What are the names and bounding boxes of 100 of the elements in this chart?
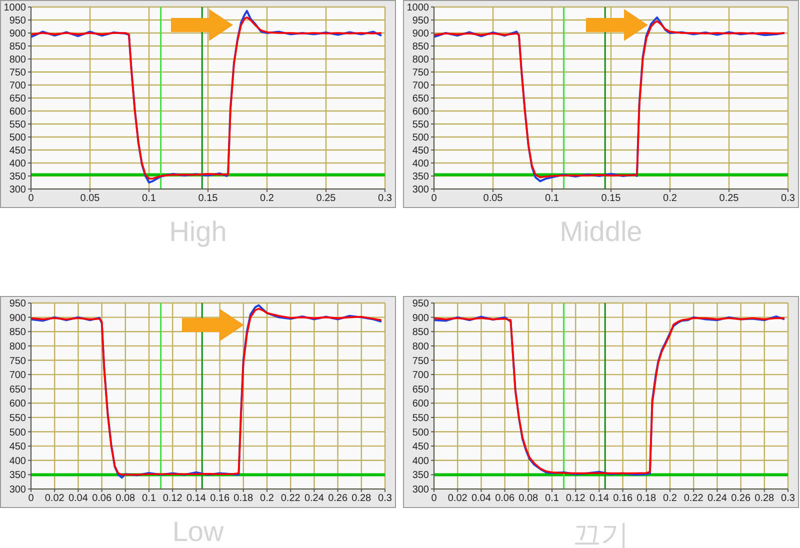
y-tick-label: 400 bbox=[412, 456, 430, 467]
x-tick-label: 0.22 bbox=[280, 493, 301, 504]
y-tick-label: 500 bbox=[9, 132, 26, 144]
y-tick-label: 550 bbox=[9, 413, 26, 424]
x-tick-label: 0.16 bbox=[613, 493, 633, 504]
x-tick-label: 0.15 bbox=[198, 193, 218, 204]
y-tick-label: 350 bbox=[412, 172, 430, 183]
x-tick-label: 0.02 bbox=[44, 493, 65, 504]
y-tick-label: 450 bbox=[9, 442, 26, 453]
x-tick-label: 0.12 bbox=[162, 493, 183, 504]
y-tick-label: 650 bbox=[9, 94, 26, 105]
x-tick-label: 0.25 bbox=[316, 193, 336, 204]
y-tick-label: 300 bbox=[9, 484, 26, 496]
x-tick-label: 0 bbox=[28, 493, 34, 504]
y-tick-label: 400 bbox=[9, 158, 26, 170]
x-tick-label: 0.2 bbox=[260, 193, 274, 204]
y-tick-label: 950 bbox=[412, 16, 430, 27]
y-tick-label: 550 bbox=[412, 120, 430, 131]
x-tick-label: 0.26 bbox=[328, 493, 348, 504]
x-tick-label: 0.28 bbox=[352, 493, 372, 504]
y-tick-label: 700 bbox=[9, 370, 26, 382]
x-tick-label: 0.18 bbox=[636, 493, 657, 504]
y-tick-label: 600 bbox=[9, 398, 26, 410]
x-tick-label: 0.08 bbox=[116, 493, 136, 504]
y-tick-label: 550 bbox=[412, 413, 430, 424]
x-tick-label: 0.3 bbox=[378, 193, 392, 204]
y-tick-label: 950 bbox=[9, 298, 26, 310]
y-tick-label: 350 bbox=[412, 470, 430, 482]
y-tick-label: 700 bbox=[9, 80, 26, 92]
x-tick-label: 0.05 bbox=[80, 193, 100, 204]
x-tick-label: 0.25 bbox=[719, 193, 740, 204]
y-tick-label: 950 bbox=[9, 16, 26, 27]
y-tick-label: 550 bbox=[9, 120, 26, 131]
y-tick-label: 750 bbox=[412, 356, 430, 367]
x-tick-label: 0.24 bbox=[304, 493, 324, 504]
x-tick-label: 0.3 bbox=[378, 493, 392, 504]
y-tick-label: 400 bbox=[412, 158, 430, 170]
y-tick-label: 450 bbox=[412, 442, 430, 453]
x-tick-label: 0.12 bbox=[566, 493, 586, 504]
y-tick-label: 600 bbox=[9, 106, 26, 118]
x-tick-label: 0.1 bbox=[142, 193, 156, 204]
y-tick-label: 850 bbox=[412, 327, 430, 338]
x-tick-label: 0.04 bbox=[68, 493, 88, 504]
x-tick-label: 0.1 bbox=[545, 193, 560, 204]
x-tick-label: 0.14 bbox=[186, 493, 206, 504]
x-tick-label: 0.02 bbox=[448, 493, 468, 504]
x-tick-label: 0.05 bbox=[483, 193, 504, 204]
y-tick-label: 600 bbox=[412, 398, 430, 410]
y-tick-label: 950 bbox=[412, 298, 430, 310]
x-tick-label: 0.3 bbox=[781, 193, 796, 204]
x-tick-label: 0 bbox=[431, 193, 438, 204]
x-tick-label: 0.2 bbox=[663, 193, 678, 204]
y-tick-label: 500 bbox=[9, 427, 26, 438]
y-tick-label: 850 bbox=[9, 42, 26, 53]
x-tick-label: 0.15 bbox=[601, 193, 622, 204]
y-tick-label: 500 bbox=[412, 132, 430, 144]
y-tick-label: 900 bbox=[9, 312, 26, 324]
y-tick-label: 700 bbox=[412, 370, 430, 382]
y-tick-label: 850 bbox=[412, 42, 430, 53]
x-tick-label: 0.1 bbox=[142, 493, 156, 504]
y-tick-label: 650 bbox=[412, 384, 430, 396]
y-tick-label: 500 bbox=[412, 427, 430, 438]
y-tick-label: 650 bbox=[9, 384, 26, 396]
x-tick-label: 0.06 bbox=[92, 493, 112, 504]
x-tick-label: 0.18 bbox=[234, 493, 254, 504]
y-tick-label: 650 bbox=[412, 94, 430, 105]
x-tick-label: 0.04 bbox=[471, 493, 492, 504]
y-tick-label: 450 bbox=[412, 146, 430, 157]
y-tick-label: 700 bbox=[412, 80, 430, 92]
x-tick-label: 0.26 bbox=[731, 493, 751, 504]
y-tick-label: 300 bbox=[9, 184, 26, 196]
y-tick-label: 750 bbox=[412, 68, 430, 79]
x-tick-label: 0.28 bbox=[754, 493, 775, 504]
y-tick-label: 450 bbox=[9, 146, 26, 157]
y-tick-label: 1000 bbox=[4, 2, 26, 14]
y-tick-label: 800 bbox=[9, 54, 26, 66]
y-tick-label: 600 bbox=[412, 106, 430, 118]
y-tick-label: 750 bbox=[9, 68, 26, 79]
y-tick-label: 300 bbox=[412, 184, 430, 196]
y-tick-label: 300 bbox=[412, 484, 430, 496]
x-tick-label: 0.24 bbox=[707, 493, 728, 504]
x-tick-label: 0 bbox=[28, 193, 34, 204]
x-tick-label: 0.3 bbox=[781, 493, 796, 504]
y-tick-label: 900 bbox=[412, 28, 430, 40]
y-tick-label: 350 bbox=[9, 172, 26, 183]
x-tick-label: 0.06 bbox=[495, 493, 515, 504]
x-tick-label: 0 bbox=[431, 493, 438, 504]
x-tick-label: 0.14 bbox=[589, 493, 610, 504]
x-tick-label: 0.16 bbox=[210, 493, 230, 504]
y-tick-label: 750 bbox=[9, 356, 26, 367]
y-tick-label: 900 bbox=[9, 28, 26, 40]
y-tick-label: 800 bbox=[412, 341, 430, 352]
x-tick-label: 0.2 bbox=[663, 493, 678, 504]
x-tick-label: 0.1 bbox=[545, 493, 560, 504]
x-tick-label: 0.08 bbox=[518, 493, 539, 504]
y-tick-label: 800 bbox=[9, 341, 26, 352]
y-tick-label: 850 bbox=[9, 327, 26, 338]
x-tick-label: 0.2 bbox=[260, 493, 274, 504]
y-tick-label: 800 bbox=[412, 54, 430, 66]
y-tick-label: 900 bbox=[412, 312, 430, 324]
